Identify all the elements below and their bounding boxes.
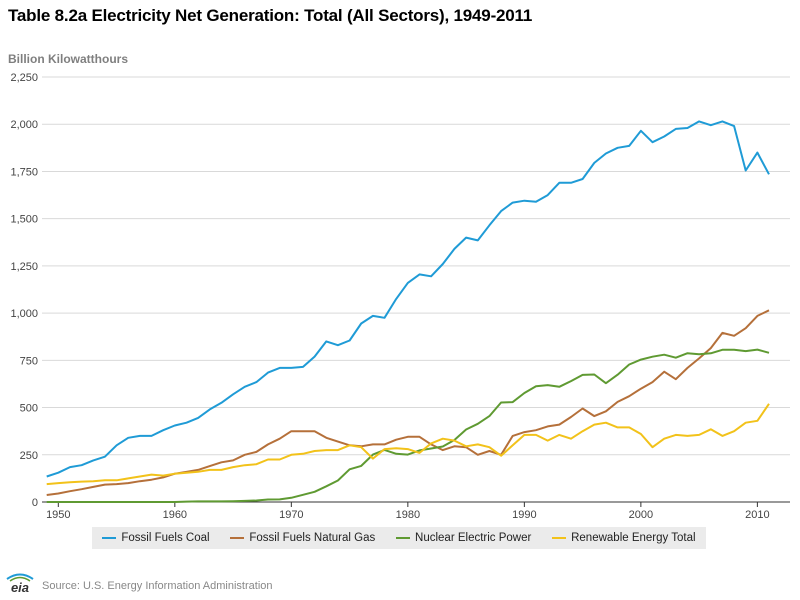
legend-item-nuclear[interactable]: Nuclear Electric Power xyxy=(396,532,531,544)
legend-label-natural-gas: Fossil Fuels Natural Gas xyxy=(249,532,376,544)
y-tick-label: 2,250 xyxy=(10,72,38,84)
legend-swatch-coal xyxy=(102,537,117,539)
series-line-fossil-fuels-natural-gas xyxy=(46,309,770,496)
x-tick-label: 1980 xyxy=(396,509,420,521)
y-tick-label: 1,750 xyxy=(10,166,38,178)
chart-title: Table 8.2a Electricity Net Generation: T… xyxy=(8,6,533,25)
x-tick-label: 1960 xyxy=(163,509,187,521)
y-tick-label: 0 xyxy=(32,497,38,509)
y-tick-label: 250 xyxy=(20,450,38,462)
x-tick-label: 1970 xyxy=(279,509,303,521)
x-tick-label: 1950 xyxy=(46,509,70,521)
x-tick-label: 1990 xyxy=(512,509,536,521)
y-tick-label: 1,000 xyxy=(10,308,38,320)
x-tick-label: 2010 xyxy=(745,509,769,521)
eia-logo: eia xyxy=(6,573,34,594)
legend-label-coal: Fossil Fuels Coal xyxy=(121,532,210,544)
source-note: Source: U.S. Energy Information Administ… xyxy=(42,580,273,592)
y-axis-label: Billion Kilowatthours xyxy=(8,52,128,66)
y-tick-label: 2,000 xyxy=(10,119,38,131)
legend-swatch-nuclear xyxy=(396,537,411,539)
series-line-renewable-energy-total xyxy=(46,403,770,486)
legend-item-coal[interactable]: Fossil Fuels Coal xyxy=(102,532,210,544)
series-line-fossil-fuels-coal xyxy=(46,120,770,478)
legend-swatch-renewable xyxy=(552,537,567,539)
y-tick-label: 1,250 xyxy=(10,261,38,273)
series-line-nuclear-electric-power xyxy=(46,348,770,503)
eia-logo-text: eia xyxy=(11,580,29,594)
y-tick-label: 750 xyxy=(20,355,38,367)
legend-label-nuclear: Nuclear Electric Power xyxy=(415,532,532,544)
legend-label-renewable: Renewable Energy Total xyxy=(571,532,696,544)
y-tick-label: 500 xyxy=(20,403,38,415)
legend-item-natural-gas[interactable]: Fossil Fuels Natural Gas xyxy=(230,532,375,544)
chart-legend: Fossil Fuels Coal Fossil Fuels Natural G… xyxy=(92,527,706,549)
x-tick-label: 2000 xyxy=(629,509,653,521)
legend-item-renewable[interactable]: Renewable Energy Total xyxy=(552,532,696,544)
y-tick-label: 1,500 xyxy=(10,214,38,226)
legend-swatch-natural-gas xyxy=(230,537,245,539)
